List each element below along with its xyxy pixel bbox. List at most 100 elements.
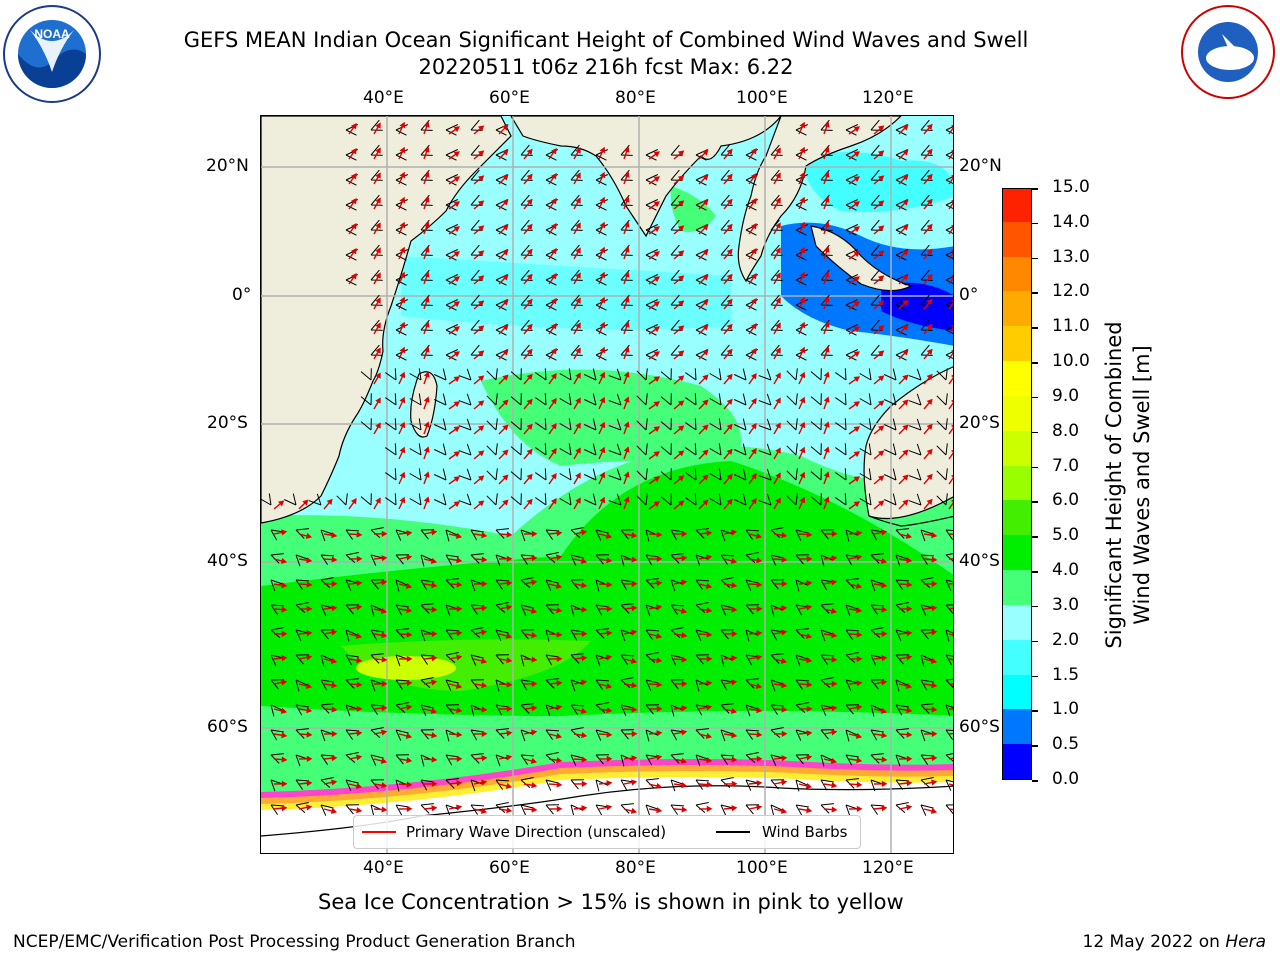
- wave-direction-arrow: [423, 221, 430, 235]
- wave-direction-arrow: [723, 473, 733, 485]
- wave-direction-arrow: [848, 326, 861, 335]
- wave-direction-arrow: [398, 757, 413, 764]
- wave-direction-arrow: [948, 607, 953, 610]
- wave-direction-arrow: [523, 248, 533, 260]
- wind-barb: [920, 654, 934, 667]
- wave-direction-arrow: [623, 271, 630, 285]
- wind-barb: [420, 579, 434, 591]
- wind-barb: [470, 169, 483, 181]
- wave-direction-arrow: [273, 529, 288, 536]
- wave-direction-arrow: [723, 148, 733, 160]
- colorbar-segment: [1003, 189, 1031, 222]
- wave-direction-arrow: [523, 757, 538, 764]
- colorbar-segment: [1003, 430, 1031, 466]
- wind-barb: [495, 754, 509, 767]
- lat-label-right: 20°S: [959, 413, 1000, 433]
- wave-direction-arrow: [873, 325, 885, 335]
- wave-direction-arrow: [748, 654, 763, 661]
- wave-direction-arrow: [448, 276, 461, 285]
- wave-direction-arrow: [898, 532, 913, 539]
- wind-barb: [270, 704, 284, 717]
- wave-direction-arrow: [823, 782, 838, 789]
- wind-barb: [709, 468, 722, 481]
- map-legend: Primary Wave Direction (unscaled) Wind B…: [353, 815, 861, 849]
- wind-barb: [559, 368, 572, 381]
- wave-direction-arrow: [873, 529, 888, 536]
- wave-direction-arrow: [273, 630, 288, 637]
- wave-direction-arrow: [373, 297, 381, 310]
- wave-direction-arrow: [723, 780, 738, 787]
- wave-direction-arrow: [923, 532, 938, 539]
- wave-direction-arrow: [373, 579, 388, 586]
- wave-direction-arrow: [698, 680, 713, 687]
- wind-barb: [434, 418, 447, 431]
- wave-direction-arrow: [748, 707, 763, 714]
- wave-direction-arrow: [648, 201, 661, 210]
- footer-host: Hera: [1225, 932, 1266, 952]
- wave-direction-arrow: [873, 400, 885, 410]
- wind-barbs-legend-label: Wind Barbs: [762, 823, 848, 841]
- colorbar-segment: [1003, 639, 1031, 675]
- wave-direction-arrow: [448, 630, 463, 637]
- wave-direction-arrow: [873, 707, 888, 714]
- wave-direction-arrow: [798, 171, 806, 185]
- wind-barb: [660, 468, 672, 481]
- wind-barb: [859, 493, 872, 506]
- wave-direction-arrow: [848, 501, 861, 510]
- wave-direction-arrow: [548, 704, 563, 711]
- wind-barb: [385, 468, 397, 481]
- wave-direction-arrow: [798, 705, 813, 712]
- wave-direction-arrow: [598, 682, 613, 689]
- wave-direction-arrow: [773, 730, 788, 737]
- wave-direction-arrow: [598, 471, 606, 485]
- wind-barb: [936, 468, 948, 481]
- wave-direction-arrow: [498, 474, 509, 485]
- wave-direction-arrow: [648, 782, 663, 789]
- wave-direction-arrow: [898, 474, 909, 485]
- wave-direction-arrow: [723, 323, 733, 335]
- wave-direction-arrow: [823, 607, 838, 614]
- wave-direction-arrow: [898, 274, 909, 285]
- wave-direction-arrow: [348, 705, 363, 712]
- wave-direction-arrow: [823, 196, 830, 210]
- wave-direction-arrow: [348, 272, 357, 285]
- wave-direction-arrow: [723, 582, 738, 589]
- wind-barb: [758, 368, 772, 381]
- wave-direction-arrow: [598, 246, 606, 260]
- wave-direction-arrow: [873, 450, 885, 460]
- wave-direction-arrow: [373, 397, 381, 410]
- wave-direction-arrow: [298, 499, 309, 510]
- wind-barb: [920, 804, 934, 816]
- wave-direction-arrow: [723, 173, 733, 185]
- wind-barb: [620, 654, 635, 665]
- wave-direction-arrow: [573, 247, 581, 260]
- wave-direction-arrow: [848, 476, 861, 485]
- wave-direction-arrow: [898, 324, 909, 335]
- colorbar-tick-label: 1.5: [1052, 664, 1080, 685]
- wave-direction-arrow: [398, 196, 406, 210]
- wind-barb: [920, 679, 934, 691]
- wind-barb: [445, 754, 459, 766]
- wave-direction-arrow: [523, 223, 533, 235]
- wave-direction-arrow: [698, 149, 709, 160]
- wind-barb: [458, 368, 472, 381]
- wave-direction-arrow: [773, 779, 788, 786]
- wave-direction-arrow: [498, 199, 509, 210]
- wind-barb: [945, 579, 953, 591]
- wave-direction-arrow: [823, 146, 830, 160]
- colorbar-title-line1: Significant Height of Combined: [1102, 321, 1126, 649]
- wave-direction-arrow: [848, 757, 863, 764]
- wave-direction-arrow: [648, 604, 663, 611]
- wind-barb: [695, 554, 709, 567]
- wave-direction-arrow: [673, 632, 688, 639]
- wind-barb: [486, 393, 498, 406]
- wave-direction-arrow: [398, 607, 413, 614]
- wave-direction-arrow: [723, 448, 733, 460]
- wave-direction-arrow: [448, 755, 463, 762]
- wind-barb: [859, 468, 872, 481]
- wave-direction-arrow: [748, 804, 763, 811]
- wave-contour-3m-arabian: [670, 186, 716, 232]
- wind-barb: [810, 468, 822, 481]
- wind-barb: [835, 443, 847, 456]
- colorbar-title: Significant Height of Combined Wind Waves…: [1100, 321, 1156, 648]
